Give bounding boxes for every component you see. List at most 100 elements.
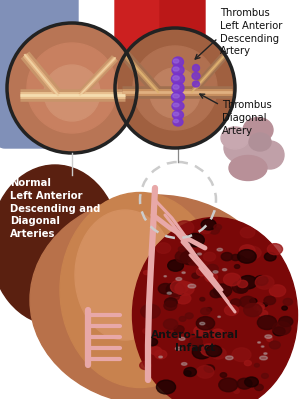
Ellipse shape <box>133 217 298 399</box>
Circle shape <box>27 43 117 133</box>
Ellipse shape <box>174 326 184 333</box>
Ellipse shape <box>257 316 277 330</box>
Ellipse shape <box>193 81 200 87</box>
Ellipse shape <box>60 192 220 387</box>
Ellipse shape <box>244 246 261 259</box>
Ellipse shape <box>260 356 267 360</box>
Ellipse shape <box>172 92 184 102</box>
Ellipse shape <box>184 371 191 376</box>
Ellipse shape <box>186 252 192 257</box>
Ellipse shape <box>120 0 162 19</box>
Ellipse shape <box>243 117 273 142</box>
Ellipse shape <box>175 282 194 296</box>
Ellipse shape <box>262 303 267 306</box>
Ellipse shape <box>206 345 222 357</box>
Ellipse shape <box>201 308 210 315</box>
Ellipse shape <box>200 322 205 325</box>
Ellipse shape <box>192 345 211 359</box>
Ellipse shape <box>172 101 184 111</box>
Ellipse shape <box>150 347 161 355</box>
Ellipse shape <box>185 313 193 319</box>
FancyBboxPatch shape <box>0 0 78 148</box>
Ellipse shape <box>262 373 268 378</box>
Ellipse shape <box>279 316 293 327</box>
Circle shape <box>44 65 100 121</box>
Ellipse shape <box>265 335 272 338</box>
Ellipse shape <box>249 133 271 151</box>
Ellipse shape <box>245 377 258 387</box>
Ellipse shape <box>232 281 249 293</box>
Ellipse shape <box>210 348 226 359</box>
Ellipse shape <box>4 0 70 25</box>
Ellipse shape <box>259 310 268 317</box>
Ellipse shape <box>196 317 214 330</box>
Ellipse shape <box>173 112 179 116</box>
Ellipse shape <box>250 298 257 304</box>
Ellipse shape <box>244 253 252 258</box>
Ellipse shape <box>170 280 189 293</box>
Ellipse shape <box>213 271 218 273</box>
Ellipse shape <box>176 278 182 280</box>
Ellipse shape <box>140 361 151 369</box>
Ellipse shape <box>166 283 185 296</box>
Ellipse shape <box>238 280 248 288</box>
Ellipse shape <box>155 350 167 359</box>
Ellipse shape <box>205 273 217 282</box>
Ellipse shape <box>224 132 266 164</box>
Ellipse shape <box>240 296 255 308</box>
Ellipse shape <box>173 119 178 122</box>
Ellipse shape <box>255 384 263 391</box>
Ellipse shape <box>158 283 173 294</box>
Ellipse shape <box>164 0 200 18</box>
Ellipse shape <box>176 347 182 350</box>
FancyBboxPatch shape <box>160 0 205 90</box>
Ellipse shape <box>165 298 177 307</box>
Ellipse shape <box>197 253 202 255</box>
Ellipse shape <box>201 344 218 356</box>
Ellipse shape <box>238 250 256 263</box>
Ellipse shape <box>173 103 179 107</box>
Ellipse shape <box>172 83 184 93</box>
Ellipse shape <box>232 348 251 361</box>
Ellipse shape <box>264 353 267 354</box>
Ellipse shape <box>194 326 208 336</box>
Ellipse shape <box>257 305 264 310</box>
Ellipse shape <box>224 305 239 315</box>
Ellipse shape <box>234 389 239 393</box>
Ellipse shape <box>221 253 232 261</box>
Ellipse shape <box>173 67 179 71</box>
Ellipse shape <box>164 301 177 310</box>
Ellipse shape <box>261 346 264 347</box>
Ellipse shape <box>0 165 120 325</box>
Ellipse shape <box>168 260 184 271</box>
Ellipse shape <box>211 329 224 339</box>
Circle shape <box>7 23 137 153</box>
Ellipse shape <box>234 265 240 269</box>
Ellipse shape <box>196 365 214 378</box>
Ellipse shape <box>196 269 204 275</box>
Ellipse shape <box>255 276 274 289</box>
Ellipse shape <box>193 65 200 71</box>
Ellipse shape <box>204 365 214 372</box>
Ellipse shape <box>218 316 220 318</box>
Ellipse shape <box>237 285 247 293</box>
Ellipse shape <box>172 57 184 67</box>
Ellipse shape <box>200 297 205 301</box>
Ellipse shape <box>185 243 190 246</box>
Ellipse shape <box>221 127 249 149</box>
Ellipse shape <box>173 76 179 80</box>
Ellipse shape <box>231 255 240 261</box>
Ellipse shape <box>244 361 251 365</box>
Ellipse shape <box>175 250 193 263</box>
Ellipse shape <box>164 319 178 330</box>
Ellipse shape <box>224 273 241 286</box>
Ellipse shape <box>273 322 291 335</box>
Ellipse shape <box>217 248 223 251</box>
Ellipse shape <box>207 308 212 311</box>
Text: Thrombus
Left Anterior
Descending
Artery: Thrombus Left Anterior Descending Artery <box>220 8 282 56</box>
Ellipse shape <box>182 363 187 365</box>
Ellipse shape <box>173 85 179 89</box>
Ellipse shape <box>192 73 200 79</box>
Ellipse shape <box>267 244 283 255</box>
Ellipse shape <box>186 233 204 247</box>
